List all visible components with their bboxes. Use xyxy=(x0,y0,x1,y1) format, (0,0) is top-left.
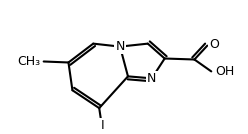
Text: O: O xyxy=(209,38,219,51)
Text: I: I xyxy=(100,119,104,132)
Text: CH₃: CH₃ xyxy=(18,55,41,68)
Text: N: N xyxy=(147,72,156,85)
Text: N: N xyxy=(115,40,125,53)
Text: OH: OH xyxy=(215,65,235,78)
